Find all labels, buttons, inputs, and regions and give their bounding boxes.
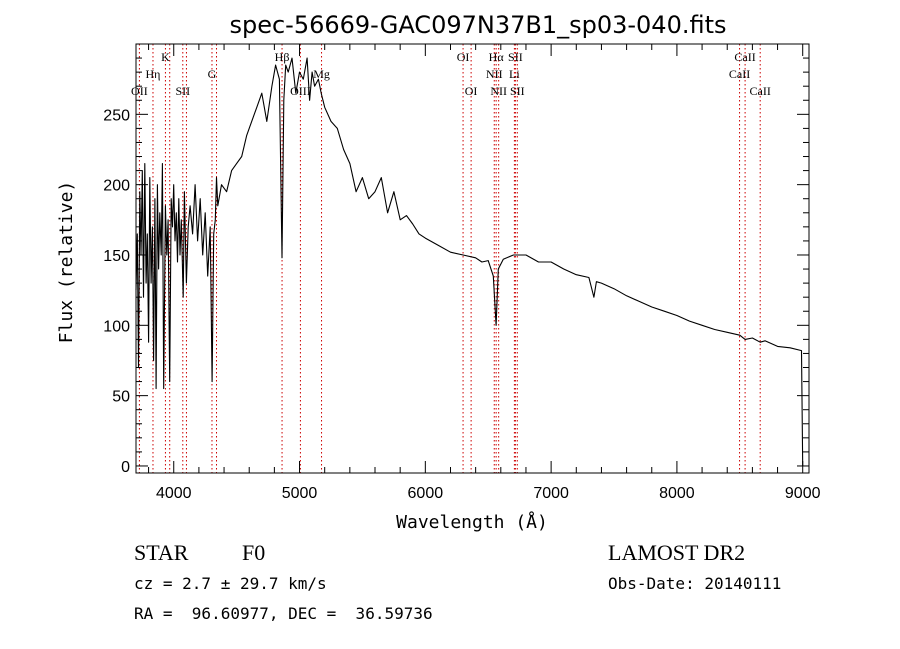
spectral-line-label: Hη bbox=[146, 67, 161, 81]
observation-date: Obs-Date: 20140111 bbox=[608, 574, 782, 593]
spectral-line-label: OI bbox=[457, 50, 470, 64]
x-tick-label: 9000 bbox=[785, 485, 821, 502]
coordinates-text: RA = 96.60977, DEC = 36.59736 bbox=[134, 604, 433, 623]
spectral-line-label: SII bbox=[508, 50, 523, 64]
spectral-line-label: SII bbox=[510, 84, 525, 98]
plot-frame bbox=[135, 43, 810, 474]
survey-name: LAMOST DR2 bbox=[608, 540, 746, 565]
spectrum-line bbox=[135, 57, 804, 467]
spectral-line-label: Li bbox=[509, 67, 520, 81]
spectral-line-label: G bbox=[208, 67, 217, 81]
spectral-line-label: K bbox=[161, 50, 170, 64]
object-subclass: F0 bbox=[242, 540, 266, 565]
chart-title: spec-56669-GAC097N37B1_sp03-040.fits bbox=[229, 11, 726, 39]
y-tick-label: 100 bbox=[103, 318, 130, 335]
x-axis-label: Wavelength (Å) bbox=[396, 511, 548, 533]
spectral-line-label: NII bbox=[490, 84, 507, 98]
x-tick-label: 7000 bbox=[533, 485, 569, 502]
spectral-line-label: SII bbox=[175, 84, 190, 98]
spectral-line-label: Hα bbox=[489, 50, 505, 64]
y-axis: 0 50 100 150 200 250 bbox=[103, 57, 809, 476]
spectral-line-labels: OIIHηKSIIGHβOIIIMgOIOINIIHαNIILiSIISIICa… bbox=[131, 50, 771, 98]
x-axis: 4000 5000 6000 7000 8000 9000 bbox=[148, 44, 821, 502]
spectral-line-label: CaII bbox=[750, 84, 771, 98]
y-axis-label: Flux (relative) bbox=[56, 181, 77, 344]
y-tick-label: 200 bbox=[103, 178, 130, 195]
x-tick-label: 8000 bbox=[659, 485, 695, 502]
x-tick-label: 5000 bbox=[282, 485, 318, 502]
spectral-line-label: CaII bbox=[734, 50, 755, 64]
spectral-line-label: Mg bbox=[313, 67, 330, 81]
redshift-text: cz = 2.7 ± 29.7 km/s bbox=[134, 574, 327, 593]
spectral-line-label: OI bbox=[465, 84, 478, 98]
spectral-line-label: CaII bbox=[729, 67, 750, 81]
y-tick-label: 0 bbox=[121, 459, 130, 476]
y-tick-label: 50 bbox=[112, 389, 130, 406]
y-tick-label: 150 bbox=[103, 248, 130, 265]
spectral-line-label: Hβ bbox=[275, 50, 290, 64]
spectral-line-label: OII bbox=[131, 84, 148, 98]
x-tick-label: 6000 bbox=[408, 485, 444, 502]
spectral-line-markers bbox=[138, 44, 761, 473]
object-class: STAR bbox=[134, 540, 189, 565]
x-tick-label: 4000 bbox=[156, 485, 192, 502]
y-tick-label: 250 bbox=[103, 107, 130, 124]
spectral-line-label: NII bbox=[486, 67, 503, 81]
spectral-line-label: OIII bbox=[290, 84, 311, 98]
